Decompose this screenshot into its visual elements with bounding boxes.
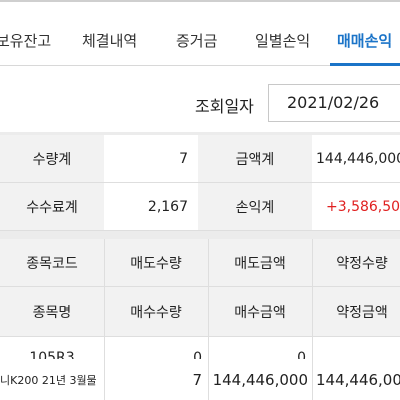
summary-row-fee-pnl: 수수료계 2,167 손익계 +3,586,500: [0, 183, 400, 231]
table-row[interactable]: 니K200 21년 3월물 7 144,446,000 144,446,000: [0, 359, 400, 400]
active-tab-indicator: [330, 63, 400, 66]
amount-label: 금액계: [198, 135, 312, 182]
date-picker[interactable]: 2021/02/26: [268, 84, 400, 122]
table-header-row-1: 종목코드 매도수량 매도금액 약정수량: [0, 239, 400, 287]
row-buy-qty: 7: [192, 370, 202, 389]
header-contract-amount: 약정금액: [336, 304, 388, 321]
tab-margin[interactable]: 증거금: [176, 32, 218, 50]
date-label: 조회일자: [195, 97, 254, 116]
row-sell-qty: 0: [193, 349, 202, 366]
tab-holdings[interactable]: 보유잔고: [0, 32, 52, 50]
header-stock-code: 종목코드: [26, 255, 78, 272]
table-header-row-2: 종목명 매수수량 매수금액 약정금액: [0, 287, 400, 337]
qty-value: 7: [179, 150, 188, 167]
header-buy-qty: 매수수량: [130, 304, 182, 321]
row-buy-amount: 144,446,000: [212, 370, 308, 389]
row-sell-amount: 0: [297, 349, 306, 366]
header-buy-amount: 매수금액: [234, 304, 286, 321]
fee-label: 수수료계: [0, 183, 104, 230]
date-value: 2021/02/26: [287, 93, 380, 112]
header-contract-qty: 약정수량: [336, 255, 388, 272]
section-divider: [0, 231, 400, 239]
qty-label: 수량계: [0, 135, 104, 182]
section-divider: [0, 132, 400, 135]
pnl-label: 손익계: [198, 183, 312, 230]
tab-bar: 보유잔고 체결내역 증거금 일별손익 매매손익: [0, 0, 400, 66]
tab-daily-pnl[interactable]: 일별손익: [255, 32, 311, 50]
row-contract-amount: 144,446,000: [316, 370, 400, 389]
header-stock-name: 종목명: [32, 304, 72, 321]
summary-row-qty-amount: 수량계 7 금액계 144,446,000: [0, 135, 400, 183]
row-stock-name: 니K200 21년 3월물: [0, 373, 97, 387]
pnl-value: +3,586,500: [326, 198, 400, 215]
tab-trade-pnl[interactable]: 매매손익: [337, 32, 393, 50]
header-sell-amount: 매도금액: [234, 255, 286, 272]
tab-executions[interactable]: 체결내역: [82, 32, 138, 50]
fee-value: 2,167: [147, 198, 188, 215]
top-divider: [0, 0, 400, 2]
amount-value: 144,446,000: [316, 150, 400, 167]
header-sell-qty: 매도수량: [130, 255, 182, 272]
